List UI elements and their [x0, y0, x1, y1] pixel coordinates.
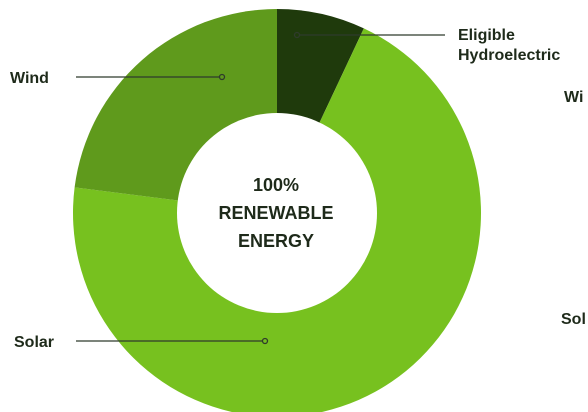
wind-leader-dot [218, 73, 226, 81]
center-label-line-2: RENEWABLE [218, 203, 333, 223]
center-label-line-3: ENERGY [238, 231, 314, 251]
slice-label-solar: Solar [14, 334, 54, 351]
cropped-label-solar: Sol [561, 311, 586, 328]
slice-label-wind: Wind [10, 70, 49, 87]
slice-label-hydro-line-1: Eligible [458, 27, 515, 44]
slice-label-hydro-line-2: Hydroelectric [458, 47, 560, 64]
center-label-line-1: 100% [253, 175, 299, 195]
hydro-leader-dot [293, 31, 301, 39]
solar-leader-dot [261, 337, 269, 345]
donut-hole [177, 113, 377, 313]
cropped-label-wind: Wi [564, 89, 583, 106]
